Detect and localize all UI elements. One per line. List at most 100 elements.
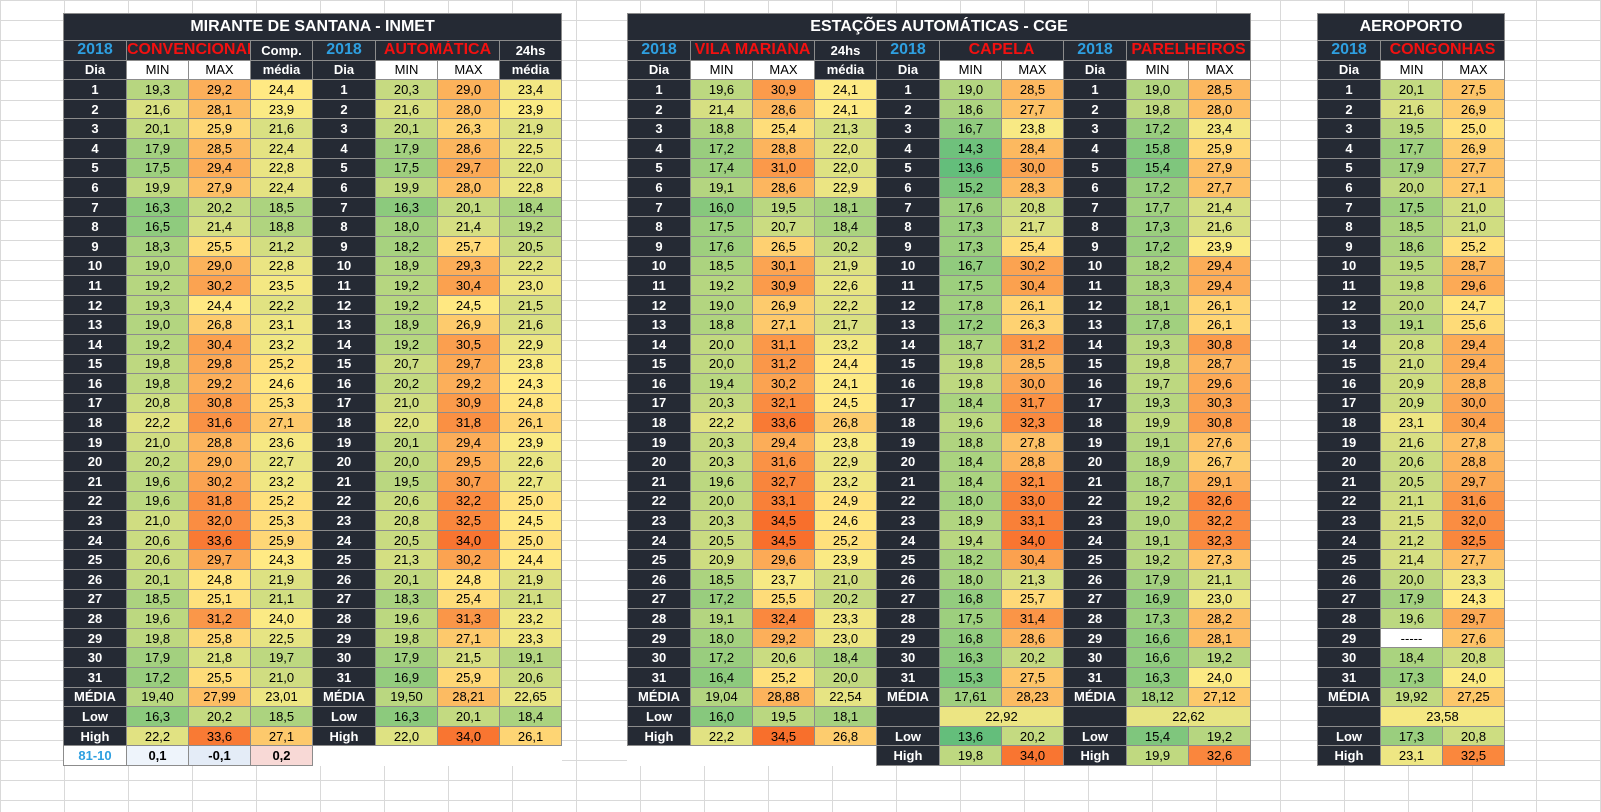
day-number: 9 — [876, 235, 940, 257]
high-value: 33,6 — [188, 725, 251, 747]
day-number: 25 — [1063, 549, 1127, 571]
temp-cell: 32,7 — [752, 471, 815, 492]
media-value: 28,88 — [752, 686, 815, 708]
temp-cell: 27,8 — [1001, 431, 1064, 453]
temp-cell: 19,0 — [1126, 510, 1189, 531]
temp-cell: 15,2 — [939, 177, 1002, 198]
temp-cell: 16,9 — [375, 667, 438, 688]
temp-cell: 18,8 — [250, 216, 313, 237]
temp-cell: 20,8 — [1380, 333, 1443, 355]
day-number: 27 — [1063, 588, 1127, 610]
temp-cell: 28,0 — [437, 177, 500, 198]
high-value: 22,2 — [690, 725, 753, 747]
temp-cell: 20,0 — [814, 667, 877, 688]
temp-cell: 20,6 — [126, 549, 189, 571]
temp-cell: 22,2 — [250, 294, 313, 316]
temp-cell: 18,7 — [1126, 471, 1189, 492]
column-header: Dia — [876, 59, 940, 81]
empty-cell — [628, 746, 691, 766]
temp-cell: 18,0 — [690, 627, 753, 649]
temp-cell: 29,7 — [1442, 471, 1505, 492]
temp-cell: 30,2 — [188, 471, 251, 492]
temp-cell: 19,2 — [126, 333, 189, 355]
column-header: MIN — [939, 59, 1002, 81]
day-number: 10 — [627, 255, 691, 277]
temp-cell: 18,9 — [939, 510, 1002, 531]
day-number: 15 — [63, 353, 127, 375]
normal-diff-value: 0,1 — [126, 745, 189, 766]
temp-cell: 19,5 — [752, 196, 815, 218]
temp-cell: 21,6 — [1380, 431, 1443, 453]
temp-cell: 19,6 — [690, 79, 753, 100]
temp-cell: 20,7 — [375, 353, 438, 375]
day-number: 17 — [63, 392, 127, 414]
day-number: 10 — [312, 255, 376, 277]
temp-cell: 19,8 — [1126, 98, 1189, 120]
temp-cell: 22,9 — [814, 451, 877, 473]
day-number: 15 — [312, 353, 376, 375]
day-number: 2 — [1317, 98, 1381, 120]
temp-cell: 21,1 — [1380, 490, 1443, 512]
temp-cell: 16,0 — [690, 196, 753, 218]
day-number: 29 — [63, 627, 127, 649]
media-value: 27,99 — [188, 686, 251, 708]
day-number: 8 — [627, 216, 691, 237]
low-value: 20,8 — [1442, 725, 1505, 747]
day-number: 14 — [312, 333, 376, 355]
temp-cell: 24,3 — [498, 373, 563, 394]
temp-cell: 23,0 — [498, 275, 563, 296]
temp-cell: 17,2 — [1126, 235, 1189, 257]
temp-cell: 17,7 — [1380, 137, 1443, 159]
temp-cell: 22,6 — [814, 275, 877, 296]
day-number: 26 — [312, 569, 376, 590]
day-number: 18 — [876, 412, 940, 433]
column-header: MIN — [690, 59, 753, 81]
column-header: Dia — [1317, 59, 1381, 81]
day-number: 8 — [876, 216, 940, 237]
temp-cell: 17,6 — [690, 235, 753, 257]
temp-cell: 32,5 — [437, 510, 500, 531]
temp-cell: ----- — [1380, 627, 1443, 649]
temp-cell: 31,2 — [752, 353, 815, 375]
day-number: 22 — [63, 490, 127, 512]
temp-cell: 17,5 — [939, 608, 1002, 629]
day-number: 8 — [312, 216, 376, 237]
day-number: 21 — [1063, 471, 1127, 492]
day-number: 11 — [312, 275, 376, 296]
day-number: 28 — [876, 608, 940, 629]
temp-cell: 23,9 — [498, 98, 563, 120]
temp-cell: 19,2 — [690, 275, 753, 296]
data-table: ESTAÇÕES AUTOMÁTICAS - CGE 2018 VILA MARIA… — [626, 13, 1252, 766]
day-number: 6 — [63, 177, 127, 198]
day-number: 23 — [627, 510, 691, 531]
temp-cell: 25,3 — [250, 392, 313, 414]
temp-cell: 19,3 — [1126, 392, 1189, 414]
temp-cell: 29,0 — [188, 255, 251, 277]
temp-cell: 17,2 — [690, 647, 753, 668]
temp-cell: 25,9 — [437, 667, 500, 688]
temp-cell: 19,6 — [1380, 608, 1443, 629]
day-number: 4 — [627, 137, 691, 159]
temp-cell: 21,9 — [814, 255, 877, 277]
empty-cell — [500, 746, 562, 766]
temp-cell: 20,2 — [814, 235, 877, 257]
temp-cell: 28,0 — [437, 98, 500, 120]
temp-cell: 19,1 — [1126, 529, 1189, 551]
temp-cell: 20,1 — [437, 196, 500, 218]
day-number: 2 — [627, 98, 691, 120]
day-number: 12 — [312, 294, 376, 316]
temp-cell: 28,8 — [1001, 451, 1064, 473]
temp-cell: 25,7 — [1001, 588, 1064, 610]
temp-cell: 18,5 — [690, 255, 753, 277]
temp-cell: 28,5 — [1187, 79, 1252, 100]
temp-cell: 25,7 — [437, 235, 500, 257]
temp-cell: 20,1 — [126, 569, 189, 590]
day-number: 13 — [312, 314, 376, 335]
year-label: 2018 — [627, 40, 691, 61]
temp-cell: 17,2 — [939, 314, 1002, 335]
temp-cell: 32,0 — [188, 510, 251, 531]
empty-cell — [376, 746, 438, 766]
temp-cell: 19,8 — [375, 627, 438, 649]
day-number: 23 — [1317, 510, 1381, 531]
temp-cell: 16,8 — [939, 627, 1002, 649]
